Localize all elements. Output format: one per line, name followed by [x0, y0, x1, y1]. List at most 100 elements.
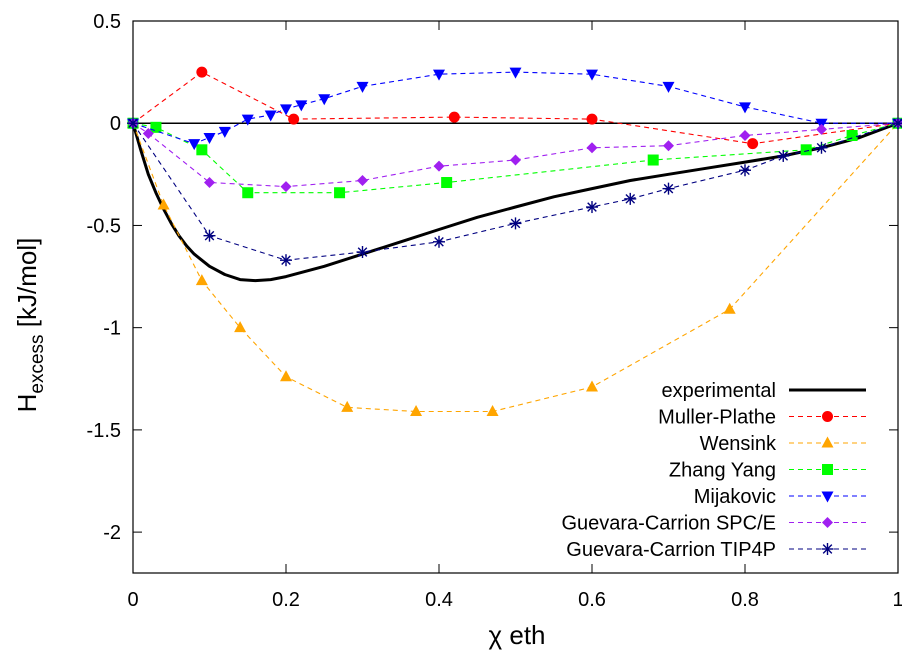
legend-marker — [822, 411, 833, 422]
data-point — [234, 321, 247, 333]
y-tick-label: 0 — [110, 113, 121, 135]
series-line — [132, 71, 899, 145]
x-tick-label: 1 — [892, 589, 902, 611]
data-point — [624, 192, 637, 205]
data-point — [142, 127, 154, 139]
data-point — [203, 229, 216, 242]
x-tick-label: 0.8 — [731, 589, 759, 611]
data-point — [157, 198, 170, 210]
data-point — [204, 177, 215, 189]
data-point — [334, 187, 346, 199]
legend-marker — [821, 436, 834, 448]
data-point — [410, 404, 423, 416]
data-point — [586, 380, 598, 392]
data-point — [800, 144, 812, 156]
data-point — [433, 69, 445, 81]
legend-marker — [821, 543, 834, 555]
series-layer — [127, 66, 902, 416]
data-point — [203, 133, 216, 145]
data-point — [662, 81, 675, 93]
x-tick-label: 0.4 — [425, 589, 453, 611]
legend-item: Guevara-Carrion TIP4P — [566, 539, 866, 561]
data-point — [739, 164, 751, 177]
series-line — [132, 122, 899, 413]
data-point — [356, 81, 369, 93]
data-point — [586, 201, 598, 214]
data-point — [663, 140, 674, 152]
data-point — [816, 123, 827, 135]
x-tick-label: 0.2 — [272, 589, 300, 611]
data-point — [747, 138, 759, 150]
x-tick-label: 0.6 — [578, 589, 606, 611]
series-line — [131, 121, 899, 283]
data-point — [509, 67, 522, 79]
series-line — [132, 71, 898, 145]
data-point — [586, 113, 598, 125]
series-0 — [131, 121, 899, 283]
data-point — [510, 154, 521, 166]
data-point — [586, 142, 598, 154]
y-tick-label: 0.5 — [93, 11, 121, 33]
y-axis-label-space — [12, 327, 42, 334]
data-point — [195, 274, 208, 286]
data-point — [433, 160, 445, 172]
data-point — [318, 94, 331, 106]
y-axis-label-text: Hexcess [kJ/mol] — [12, 238, 48, 413]
data-point — [723, 302, 736, 314]
y-tick-label: -1.5 — [87, 420, 121, 442]
data-point — [280, 254, 292, 267]
data-point — [846, 129, 858, 141]
legend-marker — [822, 464, 833, 475]
data-point — [264, 110, 277, 122]
data-point — [127, 117, 139, 130]
legend-label: Wensink — [700, 433, 777, 455]
legend-label: Guevara-Carrion TIP4P — [566, 539, 776, 561]
legend-item: experimental — [661, 380, 866, 402]
data-point — [280, 370, 292, 382]
data-point — [662, 182, 675, 195]
data-point — [341, 400, 354, 412]
data-point — [647, 154, 659, 166]
legend-item: Zhang Yang — [669, 460, 866, 482]
legend-item: Wensink — [700, 433, 866, 455]
data-point — [150, 121, 162, 133]
data-point — [739, 129, 751, 141]
data-point — [242, 187, 254, 199]
data-point — [739, 102, 751, 114]
y-axis-label-subscript: excess — [27, 334, 48, 393]
legend-label: Mijakovic — [694, 486, 776, 508]
data-point — [433, 235, 445, 248]
data-point — [815, 141, 828, 154]
data-point — [288, 113, 300, 125]
legend-label: Guevara-Carrion SPC/E — [561, 513, 776, 535]
legend-marker — [822, 517, 833, 528]
plot-frame — [132, 20, 899, 574]
legend-item: Mijakovic — [694, 486, 866, 508]
data-point — [356, 246, 369, 259]
x-tick-label: 0 — [127, 589, 138, 611]
legend-label: Muller-Plathe — [658, 407, 776, 429]
series-4 — [127, 67, 902, 151]
data-point — [509, 217, 522, 230]
y-axis-label: Hexcess [kJ/mol] — [12, 238, 48, 413]
legend-label: Zhang Yang — [669, 460, 776, 482]
series-5 — [127, 117, 902, 193]
data-point — [448, 111, 460, 123]
y-tick-label: -0.5 — [87, 215, 121, 237]
series-line — [132, 122, 899, 188]
data-point — [295, 100, 308, 112]
data-point — [280, 104, 292, 116]
legend-marker — [821, 491, 834, 503]
legend-label: experimental — [661, 380, 776, 402]
data-point — [241, 114, 254, 126]
legend-item: Guevara-Carrion SPC/E — [561, 513, 866, 535]
data-point — [777, 149, 790, 162]
series-1 — [127, 66, 902, 150]
data-point — [280, 181, 292, 193]
legend-item: Muller-Plathe — [658, 407, 866, 429]
y-tick-label: -2 — [103, 522, 121, 544]
legend: experimental Muller-Plathe Wensink Zhang Ya… — [561, 380, 866, 561]
data-point — [357, 174, 368, 186]
data-point — [196, 66, 208, 78]
